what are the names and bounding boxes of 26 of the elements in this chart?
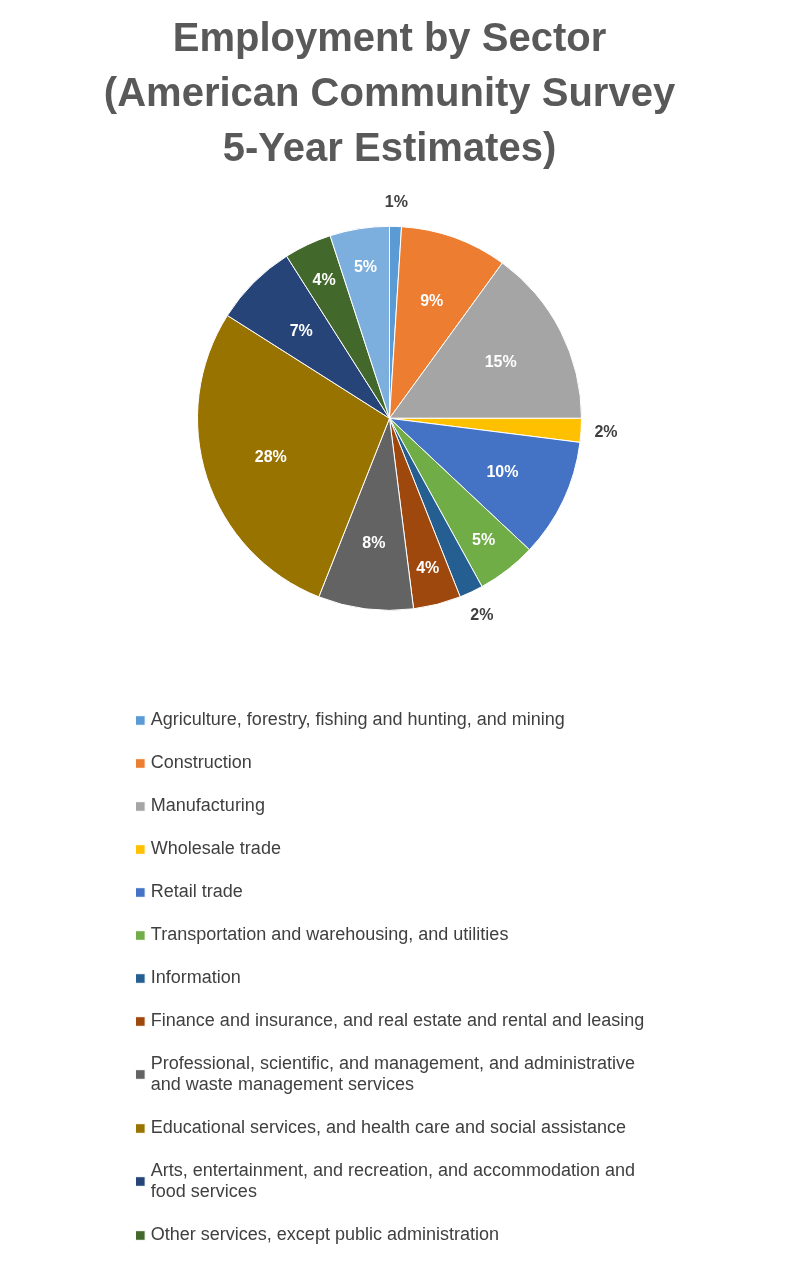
legend-label: Educational services, and health care and social assistance — [150, 1117, 627, 1138]
legend-label: Agriculture, forestry, fishing and hunting, and mining — [150, 709, 565, 730]
legend-label: Retail trade — [150, 881, 243, 902]
data-label: 28% — [254, 448, 287, 466]
data-label: 2% — [470, 606, 494, 624]
legend-label: Other services, except public administration — [150, 1224, 499, 1245]
data-label: 1% — [384, 192, 408, 210]
data-label: 4% — [416, 558, 440, 576]
legend-label: Construction — [150, 752, 252, 773]
data-label: 4% — [312, 270, 336, 288]
data-label: 5% — [353, 258, 378, 276]
legend-label: Finance and insurance, and real estate and rental and leasing — [150, 1010, 645, 1031]
data-label: 5% — [472, 531, 496, 549]
data-label: 10% — [486, 462, 519, 480]
data-label: 7% — [289, 321, 313, 339]
legend-label: Wholesale trade — [150, 838, 281, 859]
legend-label: Information — [150, 967, 241, 988]
legend-label: Manufacturing — [150, 795, 265, 816]
chart-title: Employment by Sector (American Community Survey 5-Year Estimates) — [103, 15, 676, 170]
legend-label: Arts, entertainment, and recreation, and accommodation and food services — [150, 1160, 636, 1202]
legend-label: Professional, scientific, and management, and administrative and waste management services — [150, 1053, 636, 1095]
data-label: 9% — [420, 292, 444, 310]
data-label: 15% — [484, 353, 517, 371]
data-label: 8% — [362, 533, 386, 551]
legend-label: Transportation and warehousing, and utilities — [150, 924, 509, 945]
data-label: 2% — [594, 423, 618, 441]
